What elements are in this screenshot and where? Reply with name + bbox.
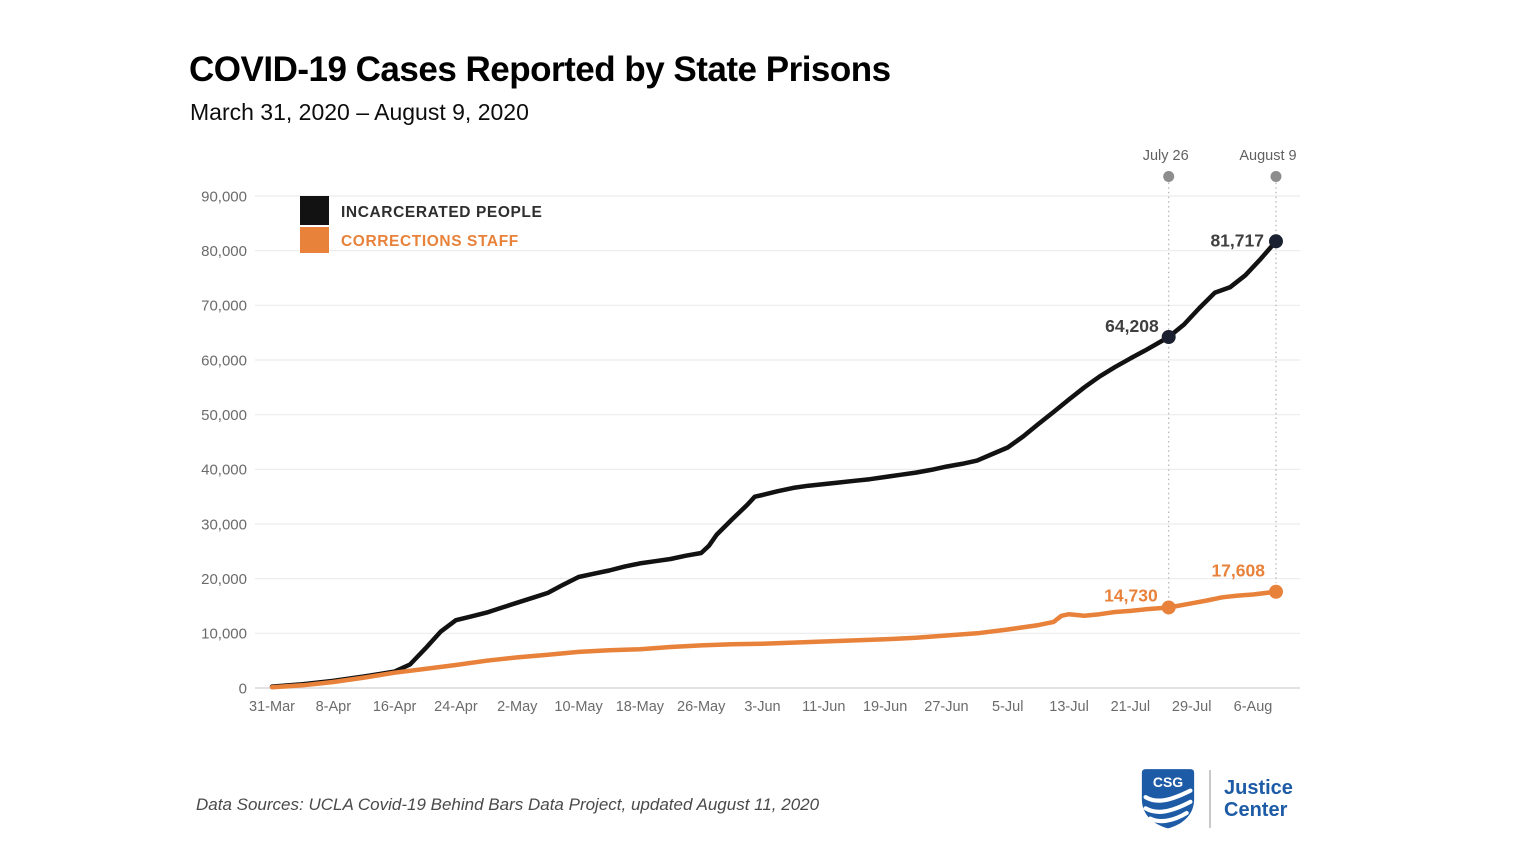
x-tick-label: 24-Apr — [434, 699, 478, 715]
y-tick-label: 40,000 — [201, 462, 247, 479]
event-label: August 9 — [1239, 148, 1296, 164]
event-marker-dot — [1270, 171, 1282, 182]
x-tick-label: 10-May — [554, 699, 603, 715]
data-point-dot — [1161, 329, 1176, 344]
csg-justice-center-logo: CSG Justice Center — [1140, 767, 1293, 831]
csg-shield-icon: CSG — [1141, 769, 1195, 829]
x-tick-label: 2-May — [497, 699, 538, 715]
legend-label: INCARCERATED PEOPLE — [341, 204, 542, 221]
x-tick-label: 13-Jul — [1049, 699, 1089, 715]
logo-word-justice: Justice — [1224, 777, 1293, 799]
data-point-dot — [1268, 234, 1283, 249]
logo-shield-text: CSG — [1153, 774, 1183, 790]
event-annotations: July 26 August 9 — [1143, 148, 1297, 599]
x-tick-label: 29-Jul — [1172, 699, 1212, 715]
y-axis-labels: 0 10,000 20,000 30,000 40,000 50,000 60,000 70,… — [201, 188, 247, 697]
data-point-value-label: 17,608 — [1211, 561, 1265, 581]
y-tick-label: 80,000 — [201, 243, 247, 260]
event-label: July 26 — [1143, 148, 1189, 164]
y-tick-label: 90,000 — [201, 188, 247, 205]
page-subtitle: March 31, 2020 – August 9, 2020 — [190, 99, 529, 125]
y-tick-label: 20,000 — [201, 571, 247, 588]
logo-divider — [1209, 770, 1211, 828]
x-tick-label: 16-Apr — [373, 699, 417, 715]
x-axis-labels: 31-Mar 8-Apr 16-Apr 24-Apr 2-May 10-May 18-May… — [249, 699, 1272, 715]
x-tick-label: 21-Jul — [1111, 699, 1151, 715]
x-tick-label: 26-May — [677, 699, 726, 715]
value-labels: 64,208 81,717 14,730 17,608 — [1104, 230, 1283, 615]
x-tick-label: 8-Apr — [316, 699, 352, 715]
legend: INCARCERATED PEOPLE CORRECTIONS STAFF — [300, 196, 542, 253]
y-tick-label: 50,000 — [201, 407, 247, 424]
legend-swatch — [300, 227, 329, 253]
data-point-dot — [1161, 600, 1176, 615]
x-tick-label: 3-Jun — [744, 699, 780, 715]
x-tick-label: 11-Jun — [802, 699, 845, 715]
data-point-dot — [1268, 584, 1283, 599]
y-tick-label: 30,000 — [201, 516, 247, 533]
chart-area: 0 10,000 20,000 30,000 40,000 50,000 60,000 70,… — [190, 135, 1320, 715]
y-tick-label: 10,000 — [201, 626, 247, 643]
x-tick-label: 6-Aug — [1234, 699, 1273, 715]
y-tick-label: 0 — [239, 680, 247, 697]
event-marker-dot — [1163, 171, 1175, 182]
line-chart-canvas: 0 10,000 20,000 30,000 40,000 50,000 60,000 70,… — [201, 148, 1300, 715]
gridlines — [255, 195, 1300, 689]
x-tick-label: 18-May — [616, 699, 665, 715]
page-title: COVID-19 Cases Reported by State Prisons — [189, 50, 891, 89]
logo-wordmark: Justice Center — [1224, 777, 1293, 821]
x-tick-label: 27-Jun — [924, 699, 968, 715]
y-tick-label: 70,000 — [201, 298, 247, 315]
legend-swatch — [300, 196, 329, 225]
data-point-value-label: 81,717 — [1210, 230, 1264, 250]
incarcerated-people-line — [269, 239, 1279, 689]
legend-label: CORRECTIONS STAFF — [341, 233, 519, 250]
data-point-value-label: 64,208 — [1105, 316, 1159, 336]
x-tick-label: 19-Jun — [863, 699, 907, 715]
shield-wave-1 — [1143, 788, 1193, 803]
y-tick-label: 60,000 — [201, 352, 247, 369]
x-tick-label: 31-Mar — [249, 699, 295, 715]
logo-word-center: Center — [1224, 799, 1288, 821]
corrections-staff-line — [269, 589, 1279, 690]
x-tick-label: 5-Jul — [992, 699, 1023, 715]
data-point-value-label: 14,730 — [1104, 585, 1158, 605]
data-source-note: Data Sources: UCLA Covid-19 Behind Bars … — [196, 795, 820, 814]
shield-wave-2 — [1143, 799, 1193, 814]
shield-wave-3 — [1148, 810, 1189, 824]
